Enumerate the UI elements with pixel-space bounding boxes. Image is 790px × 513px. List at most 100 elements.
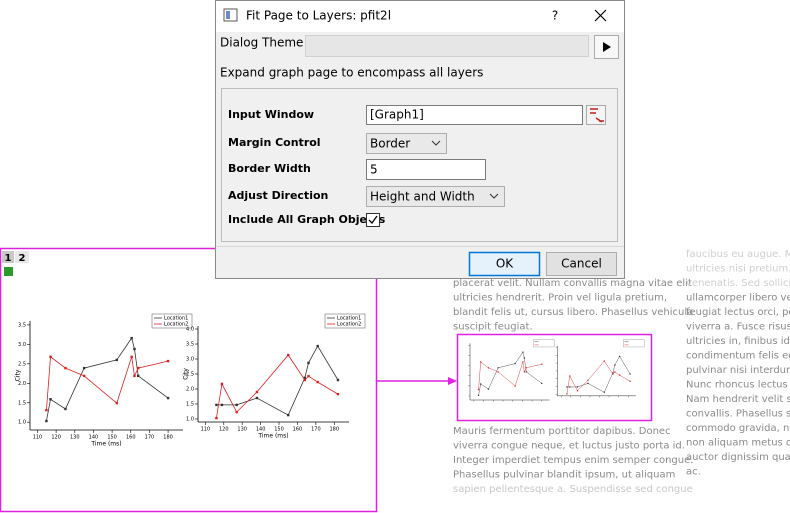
doc-line: feugiat lectus orci, peller [686,307,790,318]
tab-label: 1 [5,253,12,264]
doc-line: auctor dignissim quam, n [686,452,790,463]
y-tick-label: 3.5 [186,342,194,348]
marker [137,374,140,378]
marker [566,386,568,388]
y-axis-title: City [15,369,22,381]
cancel-button[interactable] [546,252,617,276]
text-input[interactable] [366,159,486,180]
theme-label: Dialog Theme [220,36,303,50]
checkmark [368,215,378,225]
ok-button[interactable] [468,251,541,277]
y-tick-label: 1.5 [186,402,194,408]
marker [115,358,118,362]
marker [235,410,238,414]
tab-label: 2 [19,253,26,264]
marker [569,375,571,377]
marker [587,382,589,384]
marker [137,366,140,370]
dialog: Fit Page to Layers: pfit2l ? Dialog Them… [215,0,625,279]
y-tick-label: 3.5 [18,322,26,328]
marker [215,403,218,407]
x-tick-label: 170 [145,435,155,441]
marker [487,367,490,369]
marker [523,357,525,359]
legend-label: Location2 [164,322,188,328]
marker [49,355,52,359]
marker [130,336,133,340]
thumbnail-layers [468,339,645,402]
marker [477,389,480,391]
marker [336,378,340,382]
combo-box[interactable] [366,186,505,207]
title-bar [216,1,624,32]
tab[interactable] [2,251,14,263]
marker [522,361,524,363]
x-tick-label: 160 [126,435,136,441]
marker [523,371,525,373]
doc-line: ac. [686,467,701,478]
doc-line: viverra congue neque, et luctus justo po… [453,441,685,452]
marker [316,344,319,348]
marker [82,374,86,378]
marker [525,367,527,369]
marker [569,386,571,388]
marker [514,362,516,365]
y-tick-label: 1.0 [18,420,26,426]
description: Expand graph page to encompass all layer… [220,66,483,80]
x-axis-title: Time (ms) [90,441,121,448]
marker [487,388,490,390]
checkbox[interactable] [366,213,380,227]
marker [480,361,482,363]
select-window-button[interactable] [586,105,606,125]
button-label: OK [496,257,514,271]
marker [316,380,319,384]
marker [629,380,631,382]
marker [215,416,218,420]
x-tick-label: 150 [274,427,284,433]
doc-line: venenatis. Sed sollicitudi [686,278,790,289]
combo-box[interactable] [366,133,447,154]
marker [220,382,224,386]
marker [255,396,259,400]
marker [603,391,605,393]
field-label: Margin Control [228,136,321,149]
doc-line: Integer imperdiet tempus enim semper con… [453,455,693,466]
graph-layers: 1.0 1.5 2.0 2.5 3.0 3.5 110 120 130 140 150 160 170 1… [15,313,366,448]
marker [541,363,543,365]
x-tick-label: 110 [33,435,43,441]
marker [612,373,614,375]
x-tick-label: 120 [219,427,229,433]
doc-line: placerat velit. Nullam convallis magna v… [453,278,692,289]
doc-line: condimentum felis eget u [686,351,790,362]
doc-line: sapien pellentesque a. Suspendisse sed c… [453,484,693,495]
marker [82,366,86,370]
marker [618,355,621,357]
theme-select[interactable] [305,35,589,57]
marker [307,361,310,365]
legend-box [533,339,555,348]
marker [541,382,543,385]
text-input[interactable] [366,105,583,125]
x-tick-label: 170 [311,427,321,433]
marker [612,372,614,374]
legend-label: Location2 [337,322,361,328]
x-tick-label: 130 [70,435,80,441]
marker [497,367,499,369]
y-tick-label: 3.0 [18,342,26,348]
marker [45,408,48,412]
legend-label: Location1 [164,316,188,322]
x-tick-label: 110 [201,427,211,433]
thumbnail [456,333,653,422]
marker [477,394,480,396]
close-button[interactable] [594,9,607,22]
y-tick-label: 4.0 [186,327,194,333]
checkbox-label: Include All Graph Objects [228,213,386,226]
document: placerat velit. Nullam convallis magna v… [453,249,790,495]
help-button[interactable]: ? [552,9,558,23]
group-box [221,88,618,242]
field-label: Border Width [228,162,311,175]
marker [303,378,307,382]
tab[interactable] [15,251,29,263]
legend-label: Location1 [337,316,361,322]
